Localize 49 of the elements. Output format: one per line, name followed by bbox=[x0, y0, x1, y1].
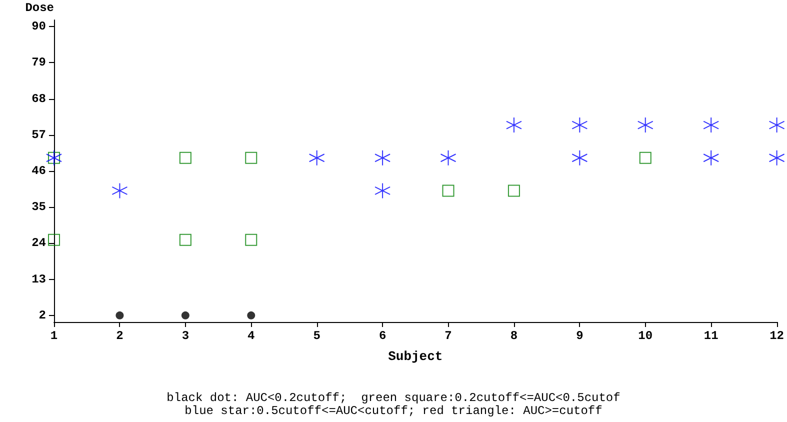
x-tick-label: 6 bbox=[378, 329, 386, 343]
text: black dot: AUC<0.2cutoff; green square:0.2cutoff<=AUC<0.5cutof bbox=[166, 391, 620, 405]
point bbox=[508, 184, 520, 197]
x-axis-title: Subject bbox=[388, 349, 443, 364]
point bbox=[181, 311, 190, 320]
y-tick-label: 35 bbox=[32, 200, 46, 214]
y-tick-label: 57 bbox=[32, 128, 46, 142]
point bbox=[112, 182, 128, 199]
y-axis-title: Dose bbox=[25, 1, 54, 15]
point bbox=[179, 152, 192, 164]
y-tick-label: 24 bbox=[32, 236, 46, 250]
x-tick-label: 12 bbox=[770, 329, 784, 343]
point bbox=[247, 311, 256, 320]
y-tick-label: 90 bbox=[32, 20, 46, 34]
y-tick-label: 2 bbox=[38, 308, 46, 322]
point bbox=[374, 182, 391, 199]
x-tick-label: 5 bbox=[313, 329, 320, 343]
point bbox=[374, 150, 391, 166]
point bbox=[179, 234, 192, 246]
x-tick-label: 1 bbox=[50, 329, 58, 343]
point bbox=[116, 311, 124, 320]
point bbox=[245, 152, 258, 164]
point bbox=[442, 184, 454, 197]
x-tick-label: 11 bbox=[704, 329, 718, 343]
y-tick-label: 79 bbox=[32, 56, 46, 70]
point bbox=[639, 152, 652, 164]
point bbox=[440, 150, 456, 166]
point bbox=[768, 150, 785, 166]
point bbox=[572, 150, 588, 166]
x-tick-label: 7 bbox=[444, 329, 452, 343]
point bbox=[703, 117, 720, 134]
point bbox=[308, 150, 325, 166]
x-tick-label: 4 bbox=[248, 329, 255, 343]
y-tick-label: 46 bbox=[32, 164, 46, 178]
point bbox=[572, 117, 588, 134]
point bbox=[703, 150, 720, 166]
x-tick-label: 2 bbox=[116, 329, 124, 343]
x-tick-label: 3 bbox=[182, 329, 190, 343]
point bbox=[245, 234, 258, 246]
text: blue star:0.5cutoff<=AUC<cutoff; red triangle: AUC>=cutoff bbox=[184, 404, 602, 418]
y-tick-label: 68 bbox=[32, 92, 46, 106]
x-tick-label: 10 bbox=[638, 329, 653, 343]
point bbox=[768, 117, 785, 134]
x-tick-label: 8 bbox=[510, 329, 518, 343]
x-tick-label: 9 bbox=[576, 329, 584, 343]
point bbox=[48, 234, 60, 246]
y-tick-label: 13 bbox=[32, 272, 46, 286]
point bbox=[506, 117, 522, 134]
point bbox=[637, 117, 654, 134]
